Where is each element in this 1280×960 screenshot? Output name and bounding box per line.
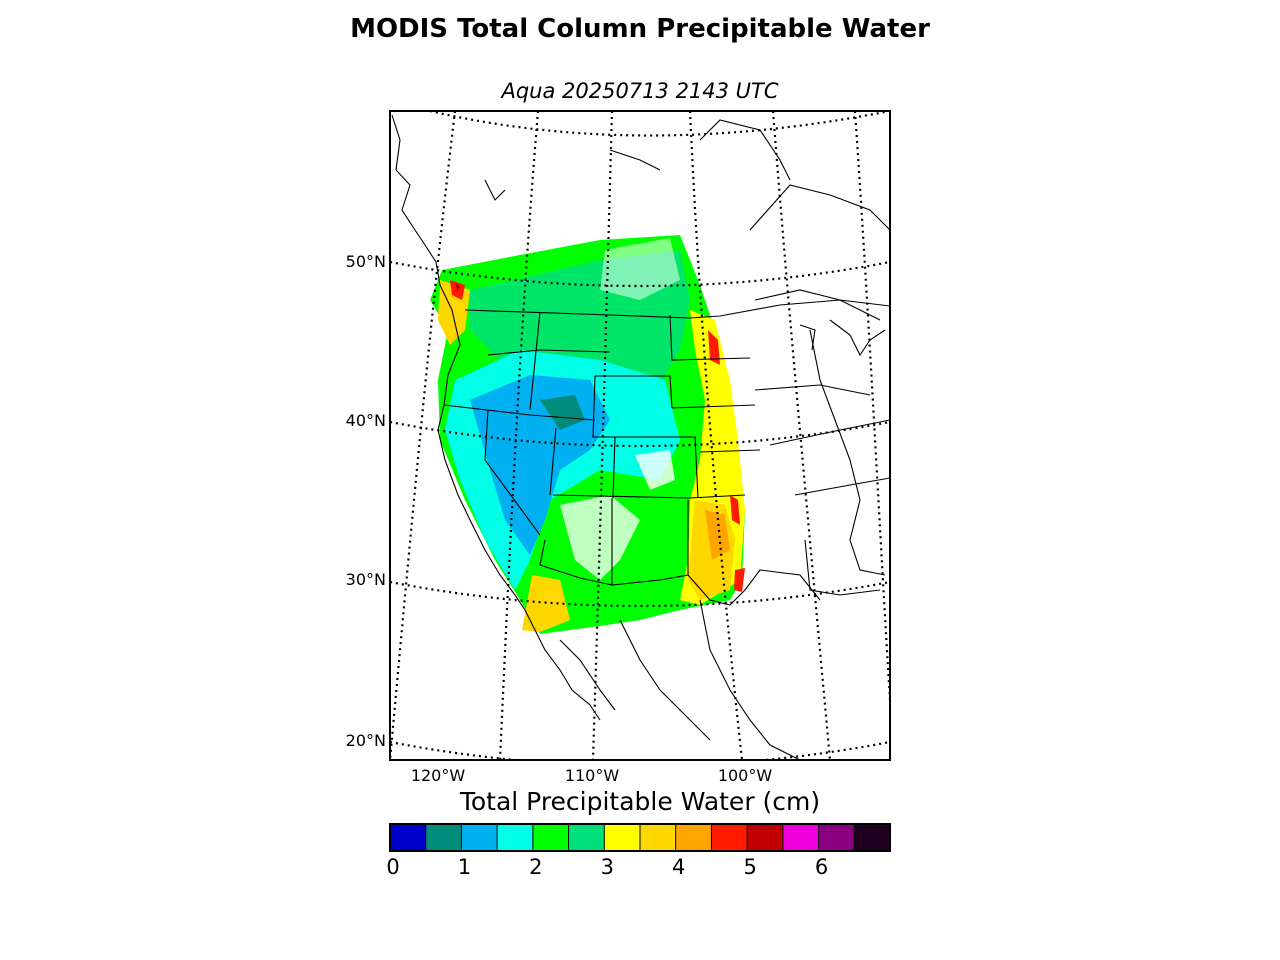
colorbar-segment [496, 823, 534, 852]
colorbar-tick-label: 4 [672, 855, 686, 879]
colorbar-frame [389, 823, 891, 852]
lon-label-100w: 100°W [717, 766, 773, 785]
map-frame [389, 110, 891, 761]
colorbar-segment [675, 823, 713, 852]
map-subtitle: Aqua 20250713 2143 UTC [501, 79, 779, 103]
colorbar-segment [389, 823, 427, 852]
colorbar-segment [710, 823, 749, 852]
colorbar-segment [782, 823, 820, 852]
colorbar-tick-label: 2 [529, 855, 543, 879]
colorbar-segment [532, 823, 570, 852]
colorbar-title: Total Precipitable Water (cm) [459, 787, 821, 816]
colorbar-segment [425, 823, 463, 852]
colorbar-tick-label: 5 [743, 855, 757, 879]
precipitable-water-field [430, 235, 745, 634]
lat-label-30n: 30°N [345, 570, 386, 589]
lat-label-40n: 40°N [345, 411, 386, 430]
colorbar-tick-label: 3 [600, 855, 614, 879]
colorbar [389, 823, 891, 852]
colorbar-segment [568, 823, 606, 852]
lat-label-50n: 50°N [345, 252, 386, 271]
lon-label-110w: 110°W [564, 766, 620, 785]
lat-label-20n: 20°N [345, 731, 386, 750]
lon-label-120w: 120°W [410, 766, 466, 785]
colorbar-tick-label: 1 [457, 855, 472, 879]
graticule [390, 111, 890, 760]
colorbar-tick-label: 6 [814, 855, 829, 879]
colorbar-segment [460, 823, 499, 852]
colorbar-segment [746, 823, 784, 852]
coastlines-and-borders [391, 114, 890, 760]
map-title: MODIS Total Column Precipitable Water [350, 14, 930, 44]
colorbar-tick-label: 0 [386, 855, 400, 879]
colorbar-segment [639, 823, 677, 852]
colorbar-segment [603, 823, 641, 852]
colorbar-segment [853, 823, 891, 852]
colorbar-segment [818, 823, 856, 852]
